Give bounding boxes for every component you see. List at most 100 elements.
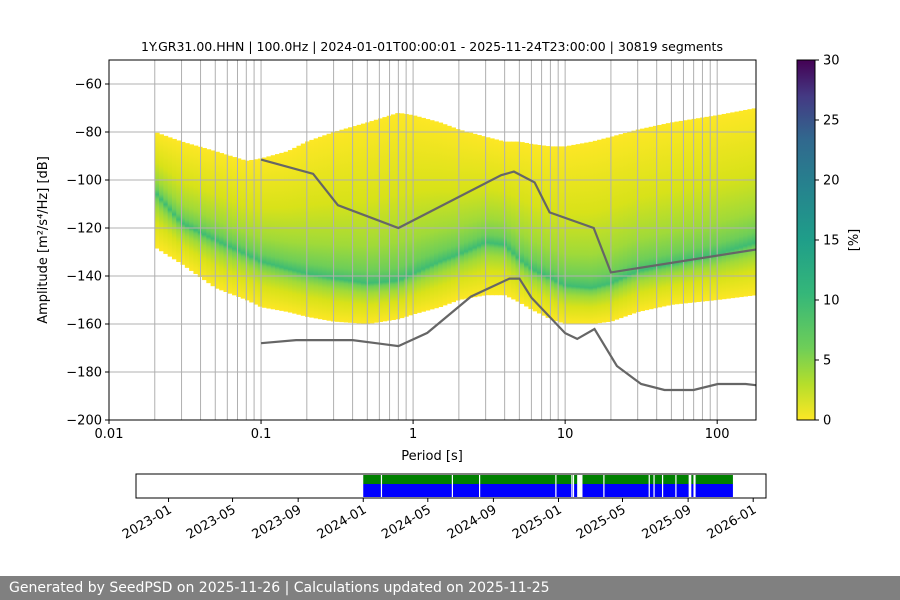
psd-slice	[640, 128, 645, 312]
timeline-tick-label: 2025-01	[510, 502, 565, 542]
psd-slice	[687, 119, 693, 303]
psd-slice	[159, 134, 164, 252]
psd-slice	[240, 159, 246, 299]
psd-slice	[657, 124, 663, 308]
psd-slice	[558, 146, 564, 323]
psd-slice	[635, 129, 641, 312]
psd-slice	[597, 139, 602, 324]
y-tick-label: −60	[75, 78, 102, 93]
psd-slice	[601, 138, 607, 323]
psd-slice	[515, 141, 521, 302]
psd-slice	[648, 126, 654, 310]
psd-slice	[360, 123, 366, 324]
psd-slice	[412, 115, 418, 314]
psd-slice	[609, 136, 615, 322]
psd-slice	[189, 144, 195, 271]
psd-slice	[674, 121, 680, 305]
psd-slice	[395, 113, 401, 320]
psd-slice	[524, 142, 529, 307]
plot-frame	[108, 59, 757, 421]
psd-slice	[167, 137, 173, 257]
psd-slice	[253, 159, 259, 305]
psd-slice	[584, 142, 590, 324]
psd-slice	[416, 116, 422, 313]
y-tick-label: −80	[75, 126, 102, 141]
psd-slice	[339, 129, 345, 323]
grid	[109, 60, 756, 420]
psd-slice	[751, 108, 756, 296]
psd-slice	[476, 135, 482, 297]
psd-slice	[670, 122, 675, 305]
psd-slice	[193, 145, 199, 274]
timeline-tick-label: 2023-05	[184, 502, 239, 542]
timeline-tick-label: 2024-09	[445, 502, 500, 542]
psd-slice	[373, 119, 379, 323]
colorbar-tick-label: 0	[823, 414, 831, 429]
psd-slice	[266, 156, 272, 309]
psd-slice	[425, 119, 431, 311]
psd-slice	[154, 132, 160, 249]
psd-slice	[579, 143, 585, 324]
psd-slice	[227, 155, 233, 294]
colorbar	[796, 59, 816, 421]
psd-slice	[682, 120, 688, 304]
psd-slice	[614, 135, 620, 320]
timeline-tick-label: 2024-01	[315, 502, 370, 542]
psd-slice	[652, 125, 658, 309]
psd-slice	[382, 117, 388, 322]
psd-slice	[665, 123, 671, 306]
y-tick-label: −200	[66, 414, 102, 429]
timeline-data-bar	[363, 475, 733, 484]
psd-slice	[519, 142, 525, 304]
timeline-tick-label: 2023-01	[120, 502, 175, 542]
psd-slice	[202, 148, 207, 281]
timeline-tick-label: 2025-09	[640, 502, 695, 542]
footer-text: Generated by SeedPSD on 2025-11-26 | Cal…	[9, 580, 550, 596]
psd-slice	[257, 158, 263, 307]
psd-slice	[704, 116, 710, 302]
timeline-ticks: 2023-01 2023-05 2023-09 2024-01 2024-05 2024-…	[120, 498, 759, 543]
psd-slice	[622, 133, 628, 317]
timeline-gap	[688, 475, 692, 497]
psd-slice	[214, 151, 220, 289]
psd-slice	[549, 146, 555, 320]
psd-slice	[730, 112, 736, 299]
psd-slice	[184, 143, 190, 268]
psd-slice	[725, 113, 731, 299]
psd-slice	[695, 118, 701, 303]
psd-slice	[292, 147, 298, 314]
psd-slice	[618, 134, 624, 319]
psd-slice	[451, 127, 456, 303]
timeline-gap	[648, 475, 650, 497]
psd-slice	[575, 144, 581, 324]
y-axis-ticks: −200 −180 −160 −140 −120 −100 −80 −60	[66, 78, 109, 429]
noise-models	[260, 158, 756, 392]
psd-slice	[541, 145, 547, 316]
colorbar-tick-label: 5	[823, 354, 831, 369]
psd-heatmap	[154, 108, 756, 324]
y-axis-label: Amplitude [m²/s⁴/Hz] [dB]	[36, 156, 51, 324]
timeline-gap	[555, 475, 557, 497]
psd-slice	[472, 133, 478, 298]
psd-slice	[588, 141, 594, 324]
psd-slice	[343, 128, 349, 323]
psd-slice	[644, 127, 650, 311]
psd-slice	[210, 150, 216, 287]
psd-slice	[631, 130, 637, 314]
psd-slice	[713, 115, 718, 301]
psd-slice	[481, 136, 487, 296]
timeline-tick-label: 2025-05	[574, 502, 629, 542]
psd-slice	[309, 139, 315, 318]
psd-slice	[627, 131, 633, 315]
colorbar-label: [%]	[847, 229, 862, 252]
timeline-gap	[675, 475, 677, 497]
psd-slice	[506, 141, 512, 298]
psd-slice	[567, 145, 572, 324]
timeline-gap	[653, 475, 655, 497]
colorbar-tick-label: 10	[823, 294, 840, 309]
psd-slice	[511, 141, 517, 300]
psd-slice	[244, 160, 250, 301]
psd-slice	[455, 129, 461, 301]
psd-slice	[279, 152, 285, 311]
timeline-gap	[577, 475, 583, 497]
